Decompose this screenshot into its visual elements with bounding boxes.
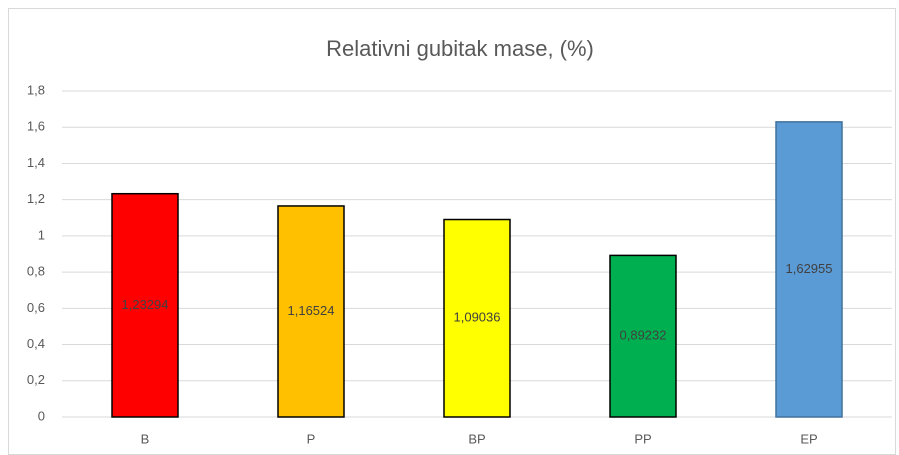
bar: [609, 254, 677, 418]
y-tick-label: 1: [38, 227, 45, 242]
data-label: 1,09036: [454, 310, 501, 325]
data-label: 0,89232: [620, 328, 667, 343]
data-label: 1,16524: [288, 303, 335, 318]
y-tick-label: 0,2: [27, 372, 45, 387]
y-tick-label: 0: [38, 408, 45, 423]
x-tick-label: B: [141, 431, 150, 446]
y-tick-label: 1,6: [27, 119, 45, 134]
bar: [443, 218, 511, 418]
y-tick-label: 0,4: [27, 336, 45, 351]
x-tick-label: EP: [800, 431, 817, 446]
y-tick-label: 1,8: [27, 82, 45, 97]
chart-title: Relativni gubitak mase, (%): [326, 36, 594, 61]
data-label: 1,23294: [122, 297, 169, 312]
bar: [775, 121, 843, 418]
y-tick-label: 0,8: [27, 264, 45, 279]
data-label: 1,62955: [786, 261, 833, 276]
x-tick-label: PP: [634, 431, 651, 446]
x-tick-label: P: [307, 431, 316, 446]
y-tick-label: 1,4: [27, 155, 45, 170]
x-tick-label: BP: [468, 431, 485, 446]
y-tick-label: 1,2: [27, 191, 45, 206]
bar: [277, 205, 345, 418]
y-tick-label: 0,6: [27, 300, 45, 315]
bar: [111, 192, 179, 418]
